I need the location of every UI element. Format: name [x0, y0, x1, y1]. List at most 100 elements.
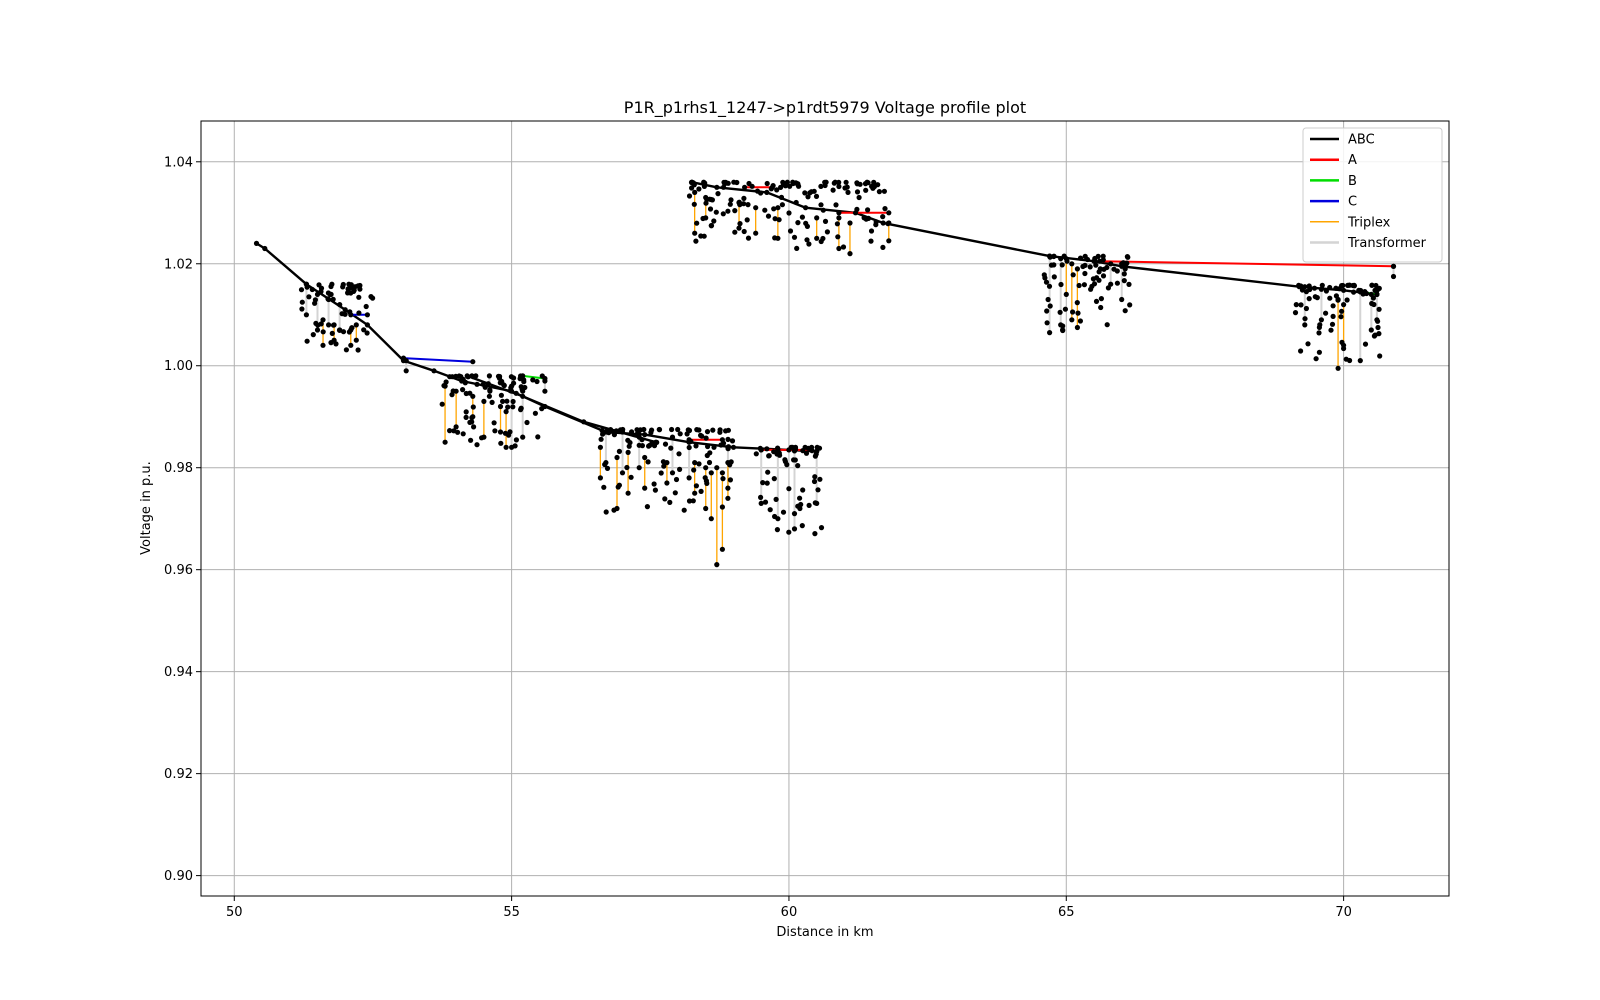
bus-node-point: [669, 426, 675, 433]
bus-node-point: [1298, 302, 1304, 308]
bus-node-point: [357, 282, 363, 289]
bus-node-point: [310, 332, 316, 338]
bus-node-point: [340, 281, 346, 288]
bus-node-point: [799, 214, 806, 220]
bus-node-point: [669, 434, 676, 440]
bus-node-point: [647, 442, 653, 448]
bus-node-point: [701, 183, 708, 189]
bus-node-point: [491, 420, 497, 426]
bus-node-point: [1043, 279, 1050, 285]
bus-node-point: [1061, 253, 1067, 259]
bus-node-point: [836, 183, 842, 190]
bus-node-point: [1369, 282, 1375, 288]
bus-node-point: [1327, 295, 1333, 301]
bus-node-point: [320, 342, 326, 348]
bus-node-point: [824, 229, 831, 235]
bus-node-point: [1058, 281, 1064, 288]
bus-node-point: [1046, 283, 1053, 289]
bus-node-point: [793, 199, 799, 206]
bus-node-point: [1047, 330, 1053, 336]
bus-node-point: [691, 201, 697, 207]
bus-node-point: [719, 504, 726, 510]
bus-node-point: [818, 183, 824, 189]
bus-node-point: [692, 460, 698, 466]
bus-node-point: [539, 406, 545, 412]
bus-node-point: [1336, 286, 1342, 292]
bus-node-point: [758, 494, 764, 500]
bus-node-point: [703, 505, 709, 512]
bus-node-point: [719, 546, 726, 552]
bus-node-point: [598, 436, 604, 442]
bus-node-point: [315, 322, 321, 328]
bus-node-point: [796, 183, 802, 189]
bus-node-point: [1373, 282, 1379, 289]
bus-node-point: [470, 374, 476, 380]
bus-node-point: [727, 201, 733, 207]
bus-node-point: [880, 220, 886, 226]
y-tick-label: 0.96: [164, 563, 193, 578]
bus-node-point: [795, 463, 801, 469]
bus-node-point: [787, 228, 794, 234]
bus-node-point: [757, 445, 763, 451]
bus-node-point: [1316, 330, 1322, 336]
bus-node-point: [1335, 365, 1341, 371]
bus-node-point: [355, 347, 361, 353]
bus-node-point: [517, 376, 523, 382]
bus-node-point: [1092, 255, 1098, 262]
bus-node-point: [778, 184, 784, 190]
bus-node-point: [787, 183, 793, 189]
bus-node-point: [794, 245, 800, 251]
bus-node-point: [611, 507, 617, 513]
y-tick-label: 1.02: [164, 257, 193, 272]
bus-node-point: [1307, 286, 1313, 293]
bus-node-point: [328, 340, 334, 346]
bus-node-point: [806, 241, 812, 247]
bus-node-point: [881, 188, 888, 194]
bus-node-point: [497, 429, 504, 435]
bus-node-point: [845, 189, 851, 195]
bus-node-point: [347, 309, 353, 315]
bus-node-point: [507, 429, 513, 435]
bus-node-point: [1339, 308, 1345, 314]
legend-label-c: C: [1348, 195, 1357, 210]
bus-node-point: [439, 401, 445, 407]
bus-node-point: [486, 393, 492, 399]
bus-node-point: [1041, 272, 1047, 278]
bus-node-point: [772, 235, 778, 241]
bus-node-point: [861, 215, 867, 221]
bus-node-point: [314, 327, 321, 333]
series-line-c: [403, 357, 473, 363]
bus-node-point: [1076, 282, 1082, 289]
bus-node-point: [349, 325, 355, 331]
bus-node-point: [306, 294, 312, 300]
bus-node-point: [723, 179, 729, 185]
bus-node-point: [453, 424, 459, 430]
bus-node-point: [1362, 341, 1369, 347]
bus-node-point: [535, 434, 541, 440]
bus-node-point: [760, 480, 766, 486]
plot-area-frame: [200, 120, 1450, 897]
bus-node-point: [1074, 324, 1080, 331]
bus-node-point: [741, 228, 747, 235]
legend-label-transformer: Transformer: [1347, 236, 1427, 251]
bus-node-point: [886, 210, 892, 216]
bus-node-point: [1376, 285, 1382, 291]
x-tick-label: 50: [226, 905, 243, 920]
bus-node-point: [784, 462, 790, 468]
bus-node-point: [1377, 353, 1383, 359]
axis-ticks: 50 55 60 65 70 0.90 0.92 0.94 0.96 0.98 1.00 1.02 1.…: [164, 155, 1352, 920]
series-line-a: [1099, 260, 1394, 268]
bus-node-point: [723, 428, 729, 434]
bus-node-point: [772, 513, 778, 520]
bus-node-point: [811, 478, 818, 485]
bus-node-point: [767, 507, 773, 513]
bus-node-point: [791, 526, 798, 532]
bus-node-point: [1374, 291, 1380, 297]
bus-node-point: [510, 375, 517, 381]
bus-node-point: [1060, 323, 1066, 329]
bus-node-point: [814, 235, 820, 241]
bus-nodes: [253, 179, 1397, 568]
bus-node-point: [1082, 270, 1088, 277]
bus-node-point: [299, 299, 305, 305]
